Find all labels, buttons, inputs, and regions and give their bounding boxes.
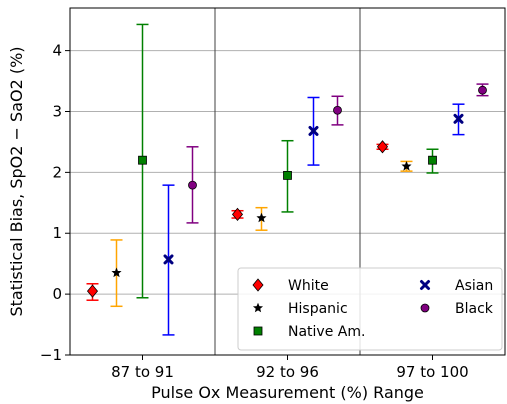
- legend-label-native-am: Native Am.: [288, 324, 365, 340]
- data-points: [86, 85, 487, 298]
- legend-marker-asian: [420, 280, 430, 290]
- x-axis-title: Pulse Ox Measurement (%) Range: [151, 383, 424, 402]
- y-tick-label-0: −1: [40, 346, 62, 364]
- legend-marker-white: [252, 278, 264, 292]
- x-tick-label-2: 97 to 100: [396, 363, 468, 381]
- legend-box: [237, 267, 503, 351]
- legend-marker-black: [420, 303, 430, 313]
- point-white-1: [231, 207, 244, 221]
- point-native-am-1: [283, 171, 292, 180]
- y-tick-label-4: 3: [52, 102, 62, 120]
- point-hispanic-0: [111, 267, 122, 278]
- legend-item-hispanic: Hispanic: [252, 301, 348, 317]
- point-asian-2-stroke-b: [453, 113, 464, 124]
- point-hispanic-1: [256, 212, 267, 223]
- y-axis-title: Statistical Bias, SpO2 − SaO2 (%): [7, 46, 26, 316]
- legend-label-asian: Asian: [455, 278, 493, 294]
- legend-label-black: Black: [455, 301, 494, 317]
- point-black-1: [333, 105, 342, 115]
- axes: −1 0 1 2 3 4 87 to 91 92 to 96 97 to 100: [40, 42, 469, 381]
- y-tick-label-1: 0: [52, 285, 62, 303]
- point-asian-0-stroke-b: [163, 254, 174, 265]
- legend-marker-asian-stroke-b: [420, 280, 430, 290]
- point-white-0: [86, 284, 99, 298]
- point-native-am-2: [428, 155, 437, 165]
- point-white-2: [376, 140, 389, 154]
- y-tick-label-3: 2: [52, 163, 62, 181]
- legend-label-hispanic: Hispanic: [288, 301, 348, 317]
- x-tick-label-1: 92 to 96: [256, 363, 319, 381]
- legend-item-black: Black: [420, 301, 494, 317]
- point-black-2: [478, 85, 487, 95]
- legend-marker-hispanic: [252, 302, 264, 313]
- legend: White Hispanic Native Am. Asian Black: [237, 267, 503, 351]
- point-hispanic-2: [401, 160, 412, 171]
- y-tick-label-5: 4: [52, 42, 62, 60]
- point-asian-1-stroke-b: [308, 125, 319, 136]
- x-tick-label-0: 87 to 91: [111, 363, 174, 381]
- legend-item-native-am: Native Am.: [253, 324, 365, 340]
- point-asian-2: [453, 113, 464, 124]
- legend-label-white: White: [288, 278, 329, 294]
- point-black-0: [188, 180, 197, 190]
- point-asian-1: [308, 125, 319, 136]
- legend-item-asian: Asian: [420, 278, 493, 294]
- legend-marker-native-am: [253, 326, 263, 336]
- legend-item-white: White: [252, 278, 329, 294]
- point-native-am-0: [138, 155, 147, 165]
- y-tick-label-2: 1: [52, 224, 62, 242]
- point-asian-0: [163, 254, 174, 265]
